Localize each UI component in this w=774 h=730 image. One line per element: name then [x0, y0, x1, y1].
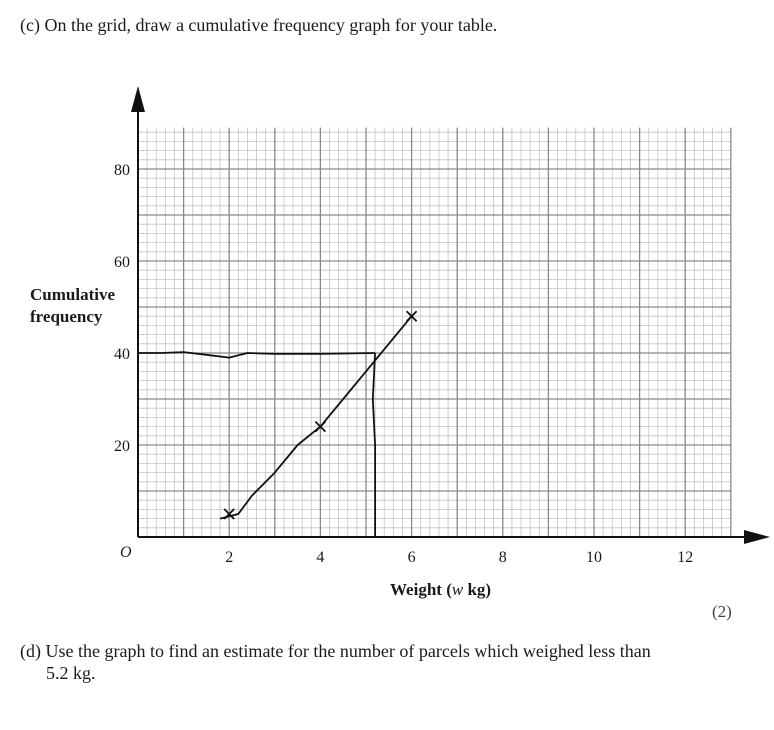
x-tick-label: 12 — [677, 549, 693, 566]
x-axis-label: Weight (w kg) — [390, 580, 491, 599]
marks-label: (2) — [712, 602, 732, 621]
y-axis-label-line1: Cumulative — [30, 285, 115, 304]
plotted-point-cross — [314, 420, 327, 433]
major-grid — [137, 127, 732, 538]
axes — [131, 86, 770, 544]
reading-line — [138, 351, 376, 359]
reading-line — [371, 352, 376, 537]
tick-labels: 2 4 6 8 10 12 20 40 60 80 — [114, 162, 693, 566]
y-tick-label: 80 — [114, 162, 130, 179]
cumulative-frequency-curve — [219, 315, 413, 520]
question-c-text: (c) On the grid, draw a cumulative frequ… — [20, 15, 498, 35]
y-tick-label: 20 — [114, 438, 130, 455]
x-tick-label: 4 — [316, 549, 324, 566]
y-axis-label-line2: frequency — [30, 307, 103, 326]
plotted-point-cross — [405, 310, 418, 322]
x-tick-label: 6 — [408, 549, 416, 566]
y-tick-label: 60 — [114, 254, 130, 271]
series-group — [219, 310, 418, 520]
x-tick-label: 8 — [499, 549, 507, 566]
cumulative-frequency-chart: 2 4 6 8 10 12 20 40 60 80 Cumulative frequency We… — [30, 86, 770, 599]
x-tick-label: 2 — [225, 549, 233, 566]
y-axis-arrow — [131, 86, 145, 112]
question-d-text-line2: 5.2 kg. — [46, 663, 96, 683]
plotted-point-cross — [223, 508, 235, 520]
question-d-text: (d) Use the graph to find an estimate fo… — [20, 641, 651, 661]
annotation-lines — [138, 351, 376, 537]
x-axis-arrow — [744, 530, 770, 544]
minor-grid — [138, 127, 731, 537]
y-tick-label: 40 — [114, 346, 130, 363]
origin-label: O — [120, 544, 132, 561]
x-tick-label: 10 — [586, 549, 602, 566]
